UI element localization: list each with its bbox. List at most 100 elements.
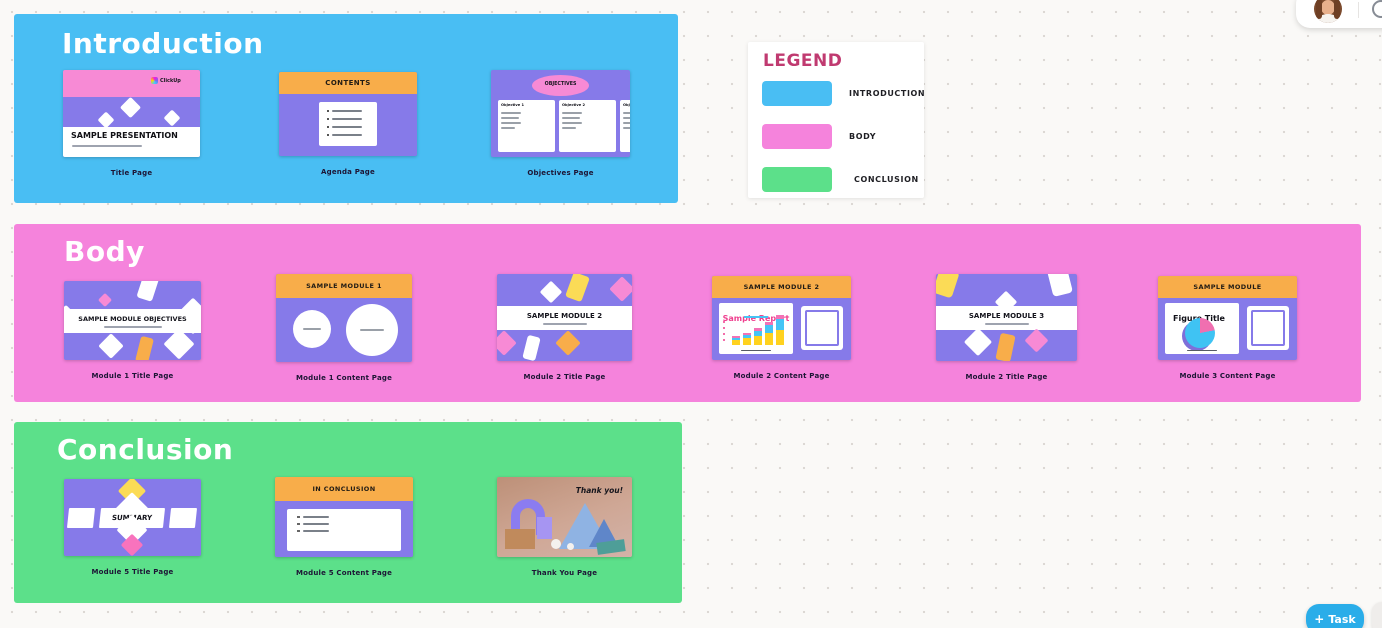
slide-heading: SAMPLE PRESENTATION — [71, 131, 178, 140]
diamond-shape — [1024, 328, 1049, 353]
content-circle — [346, 304, 398, 356]
slide-caption: Module 3 Content Page — [1179, 372, 1276, 380]
slide-header: SAMPLE MODULE 1 — [276, 274, 412, 298]
slide-in-conclusion[interactable]: IN CONCLUSION Module 5 Content Page — [275, 477, 413, 577]
section-body[interactable]: Body SAMPLE MODULE OBJECTIVES Module 1 T… — [14, 224, 1361, 402]
shape — [565, 274, 590, 303]
slide-module2-title[interactable]: SAMPLE MODULE 2 Module 2 Title Page — [497, 274, 632, 381]
slide-objectives-page[interactable]: OBJECTIVES Objective 1 Objective 2 Obje — [491, 70, 630, 177]
slide-heading: SAMPLE MODULE 3 — [968, 311, 1045, 320]
diamond-shape — [609, 276, 632, 302]
objective-card: Objective 2 — [559, 100, 616, 152]
slide-caption: Module 1 Content Page — [295, 374, 393, 382]
diamond-shape — [97, 292, 113, 308]
toolbar-divider — [1358, 2, 1359, 18]
slide-heading: Thank you! — [575, 486, 623, 495]
slide-thumbnail[interactable]: CONTENTS — [279, 72, 417, 156]
section-conclusion[interactable]: Conclusion SUMMARY Module 5 Title Page I… — [14, 422, 682, 603]
slide-thumbnail[interactable]: SAMPLE MODULE Figure Title — [1158, 276, 1297, 360]
content-circle — [293, 310, 331, 348]
plus-icon: + — [1314, 612, 1325, 626]
slide-caption: Module 5 Title Page — [91, 568, 174, 576]
legend-row-body: BODY — [762, 124, 876, 149]
text-line — [984, 322, 1029, 325]
cube-shape — [537, 517, 552, 539]
add-task-button[interactable]: + Task — [1306, 604, 1364, 628]
slide-thumbnail[interactable]: SUMMARY — [64, 479, 201, 556]
clickup-logo: ClickUp — [151, 76, 194, 85]
slide-header: CONTENTS — [279, 72, 417, 94]
slide-module1-content[interactable]: SAMPLE MODULE 1 Module 1 Content Page — [276, 274, 412, 382]
section-title-conclusion: Conclusion — [57, 433, 234, 466]
pie-chart-wrap — [1182, 318, 1215, 351]
slide-caption: Thank You Page — [531, 569, 598, 577]
top-right-toolbar — [1296, 0, 1382, 28]
diamond-shape — [163, 328, 195, 360]
shape — [1047, 274, 1073, 298]
slide-caption: Objectives Page — [527, 169, 594, 177]
slide-thumbnail[interactable]: OBJECTIVES Objective 1 Objective 2 Obje — [491, 70, 630, 157]
clickup-logo-icon — [151, 77, 159, 84]
shape — [995, 332, 1016, 361]
text-line — [744, 316, 768, 318]
text-line — [72, 145, 142, 147]
diamond-shape — [497, 330, 517, 356]
section-introduction[interactable]: Introduction ClickUp SAMPLE PRESENTATION… — [14, 14, 678, 203]
legend-swatch-conclusion — [762, 167, 832, 192]
slide-thank-you[interactable]: Thank you! Thank You Page — [497, 477, 632, 577]
slide-caption: Module 2 Title Page — [523, 373, 606, 381]
shape — [522, 334, 541, 361]
slide-module2-content[interactable]: SAMPLE MODULE 2 Sample Report Module 2 C… — [712, 276, 851, 380]
slide-thumbnail[interactable]: SAMPLE MODULE 3 — [936, 274, 1077, 361]
task-button-label: Task — [1328, 612, 1356, 626]
section-title-introduction: Introduction — [62, 27, 264, 60]
shape — [135, 335, 154, 360]
figure-panel: Figure Title — [1165, 303, 1239, 354]
shape — [136, 281, 160, 302]
chart-title: Sample Report — [722, 314, 790, 323]
title-slide-white-band — [63, 127, 200, 157]
objective-card: Objective 1 — [498, 100, 555, 152]
diamond-shape — [963, 327, 993, 357]
slide-thumbnail[interactable]: ClickUp SAMPLE PRESENTATION — [63, 70, 200, 157]
legend-box[interactable]: LEGEND INTRODUCTION BODY CONCLUSION — [748, 42, 925, 198]
box-shape — [505, 529, 535, 549]
sphere-shape — [551, 539, 561, 549]
search-icon[interactable] — [1372, 0, 1382, 18]
content-frame — [801, 306, 843, 350]
report-panel: Sample Report — [719, 303, 793, 354]
slide-summary[interactable]: SUMMARY Module 5 Title Page — [64, 479, 201, 576]
slide-title-page[interactable]: ClickUp SAMPLE PRESENTATION Title Page — [63, 70, 200, 177]
slide-caption: Module 2 Content Page — [733, 372, 830, 380]
slide-thumbnail[interactable]: Thank you! — [497, 477, 632, 557]
slide-header: SAMPLE MODULE 2 — [712, 276, 851, 298]
user-avatar[interactable] — [1314, 0, 1342, 23]
slide-caption: Module 5 Content Page — [295, 569, 393, 577]
objective-card: Objective 3 — [620, 100, 630, 152]
slide-agenda-page[interactable]: CONTENTS Agenda Page — [279, 72, 417, 176]
slide-thumbnail[interactable]: SAMPLE MODULE 1 — [276, 274, 412, 362]
shape — [936, 274, 960, 299]
slide-thumbnail[interactable]: SAMPLE MODULE OBJECTIVES — [64, 281, 201, 360]
slide-header: SAMPLE MODULE — [1158, 276, 1297, 298]
corner-button[interactable] — [1372, 602, 1382, 628]
legend-title: LEGEND — [763, 51, 843, 71]
slide-caption: Title Page — [110, 169, 153, 177]
shape — [168, 508, 198, 528]
slide-module3-content[interactable]: SAMPLE MODULE Figure Title Module 3 Cont… — [1158, 276, 1297, 380]
stacked-bar-chart — [729, 315, 787, 345]
legend-swatch-body — [762, 124, 832, 149]
slide-module1-title[interactable]: SAMPLE MODULE OBJECTIVES Module 1 Title … — [64, 281, 201, 380]
slide-thumbnail[interactable]: SAMPLE MODULE 2 — [497, 274, 632, 361]
pie-chart — [1185, 318, 1215, 348]
section-title-body: Body — [64, 235, 145, 268]
slide-thumbnail[interactable]: SAMPLE MODULE 2 Sample Report — [712, 276, 851, 360]
slide-thumbnail[interactable]: IN CONCLUSION — [275, 477, 413, 557]
slide-header: IN CONCLUSION — [275, 477, 413, 501]
text-line — [103, 325, 162, 328]
slide-caption: Module 2 Title Page — [965, 373, 1048, 381]
objective-cards: Objective 1 Objective 2 Objective 3 — [498, 100, 630, 152]
diamond-shape — [555, 330, 581, 356]
slide-module3-title[interactable]: SAMPLE MODULE 3 Module 2 Title Page — [936, 274, 1077, 381]
